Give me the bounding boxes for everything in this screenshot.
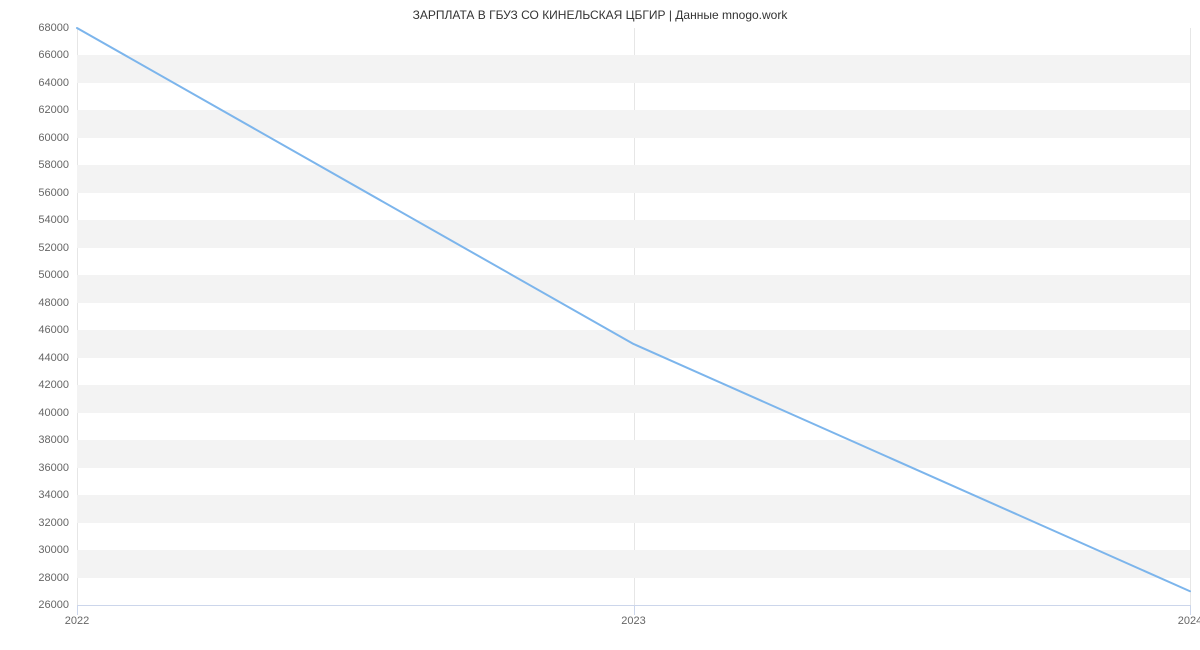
y-tick-label: 38000 (38, 434, 77, 446)
y-tick-label: 58000 (38, 159, 77, 171)
y-tick-label: 62000 (38, 104, 77, 116)
y-tick-label: 42000 (38, 379, 77, 391)
y-tick-label: 48000 (38, 297, 77, 309)
x-tick-label: 2024 (1178, 605, 1200, 627)
chart-title: ЗАРПЛАТА В ГБУЗ СО КИНЕЛЬСКАЯ ЦБГИР | Да… (0, 8, 1200, 22)
y-tick-label: 56000 (38, 187, 77, 199)
y-tick-label: 50000 (38, 269, 77, 281)
plot-area: 2600028000300003200034000360003800040000… (77, 28, 1190, 605)
line-series-layer (77, 28, 1190, 605)
y-tick-label: 34000 (38, 489, 77, 501)
y-tick-label: 30000 (38, 544, 77, 556)
line-series-salary (77, 28, 1190, 591)
y-tick-label: 60000 (38, 132, 77, 144)
y-tick-label: 44000 (38, 352, 77, 364)
y-tick-label: 54000 (38, 214, 77, 226)
x-axis-line (77, 605, 1190, 606)
y-tick-label: 28000 (38, 572, 77, 584)
x-tick-label: 2022 (65, 605, 89, 627)
y-tick-label: 68000 (38, 22, 77, 34)
y-tick-label: 46000 (38, 324, 77, 336)
y-tick-label: 64000 (38, 77, 77, 89)
y-tick-label: 40000 (38, 407, 77, 419)
y-tick-label: 32000 (38, 517, 77, 529)
y-tick-label: 52000 (38, 242, 77, 254)
x-tick-label: 2023 (621, 605, 645, 627)
y-tick-label: 36000 (38, 462, 77, 474)
y-tick-label: 66000 (38, 49, 77, 61)
chart-container: ЗАРПЛАТА В ГБУЗ СО КИНЕЛЬСКАЯ ЦБГИР | Да… (0, 0, 1200, 650)
x-gridline (1190, 28, 1191, 605)
